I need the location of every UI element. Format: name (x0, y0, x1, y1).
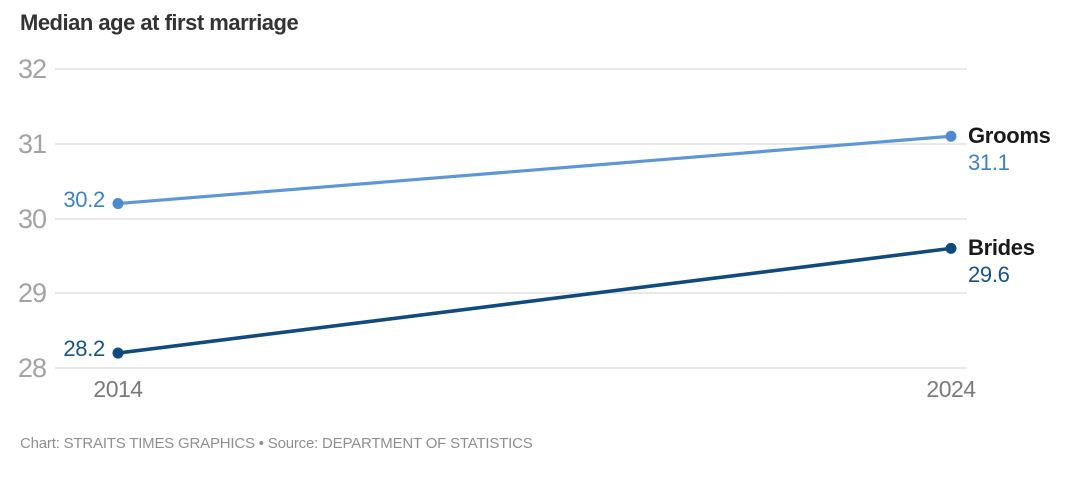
line-grooms (116, 134, 953, 206)
series-label-grooms: Grooms (968, 123, 1051, 149)
chart-title: Median age at first marriage (20, 10, 299, 35)
gridline-30 (55, 217, 967, 220)
x-tick-label-2014: 2014 (93, 376, 143, 402)
line-brides (116, 246, 953, 355)
y-tick-label-29: 29 (17, 278, 47, 309)
footer-credit: Chart: STRAITS TIMES GRAPHICS • Source: … (20, 435, 533, 452)
y-tick-label-30: 30 (17, 203, 47, 234)
y-tick-label-32: 32 (17, 54, 47, 84)
x-tick-label-2024: 2024 (926, 376, 976, 402)
end-value-grooms: 31.1 (968, 150, 1010, 176)
y-tick-label-28: 28 (17, 353, 47, 383)
dot-brides-2014 (112, 347, 124, 359)
dot-grooms-2014 (112, 198, 124, 210)
series-label-brides: Brides (968, 235, 1035, 261)
gridline-31 (55, 142, 967, 145)
start-value-grooms: 30.2 (63, 186, 105, 212)
end-value-brides: 29.6 (968, 262, 1010, 288)
y-tick-label-31: 31 (17, 128, 47, 159)
gridline-29 (55, 292, 967, 295)
dot-brides-2024 (945, 242, 957, 254)
gridline-28 (55, 367, 967, 369)
dot-grooms-2024 (945, 130, 957, 142)
gridline-32 (55, 68, 967, 70)
start-value-brides: 28.2 (63, 336, 105, 362)
